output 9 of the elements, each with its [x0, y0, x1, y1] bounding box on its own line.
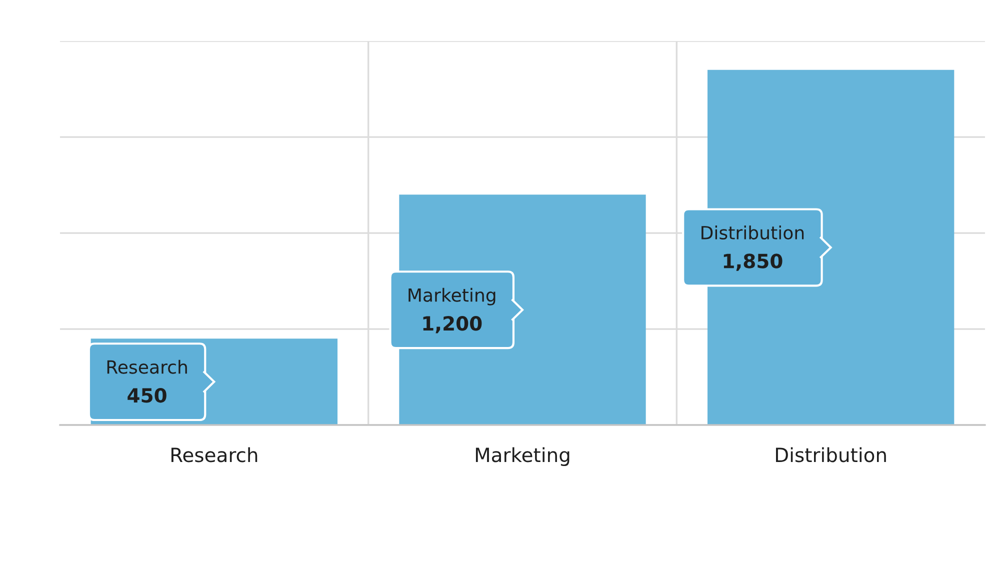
x-tick-label: Distribution [776, 447, 886, 462]
data-label: 1,850 [724, 254, 782, 271]
x-tick-label: Marketing [476, 447, 570, 466]
data-label: 450 [128, 388, 166, 403]
x-tick-label: Research [171, 447, 258, 462]
category-label: Research [107, 360, 187, 374]
category-label: Distribution [702, 226, 804, 240]
data-label: 1,200 [423, 316, 482, 334]
category-label: Marketing [408, 288, 496, 306]
